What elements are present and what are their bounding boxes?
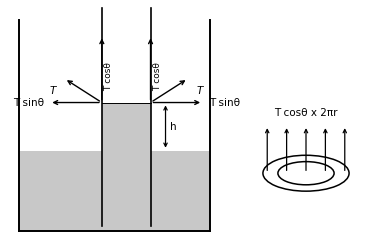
Text: T cosθ x 2πr: T cosθ x 2πr (274, 108, 338, 118)
Text: T cosθ: T cosθ (105, 63, 114, 92)
Bar (20, 151, 211, 231)
Text: T cosθ: T cosθ (153, 63, 162, 92)
Text: T sinθ: T sinθ (13, 98, 44, 107)
Text: T: T (50, 86, 56, 95)
Text: h: h (170, 121, 177, 132)
Text: T sinθ: T sinθ (209, 98, 240, 107)
Text: T: T (196, 86, 202, 95)
Bar (102, 102, 150, 231)
